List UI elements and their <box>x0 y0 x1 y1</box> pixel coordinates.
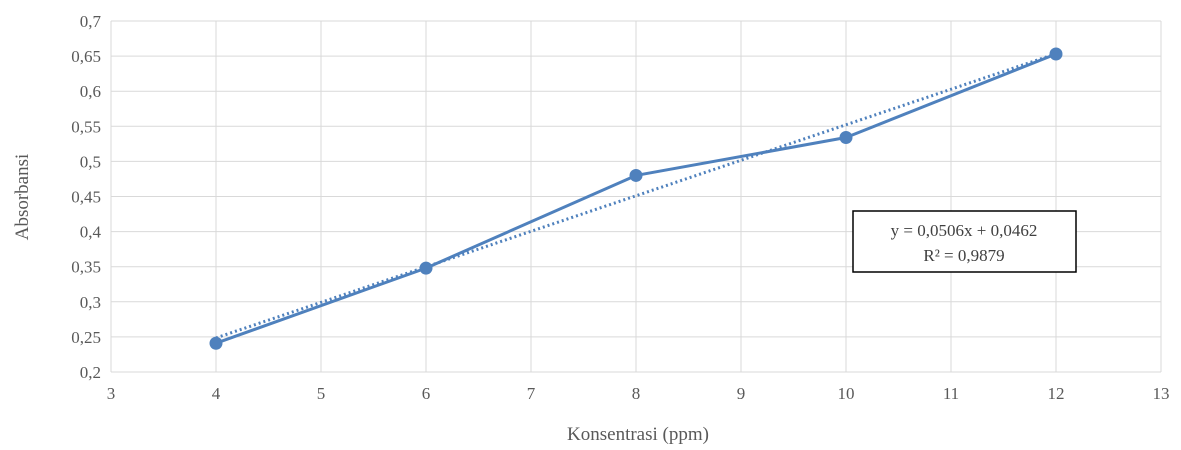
y-tick-label: 0,6 <box>80 82 101 101</box>
data-point <box>209 336 223 350</box>
data-point <box>839 131 853 145</box>
x-tick-label: 4 <box>212 384 221 403</box>
y-tick-label: 0,55 <box>71 117 101 136</box>
y-tick-label: 0,25 <box>71 328 101 347</box>
trendline-equation: y = 0,0506x + 0,0462 <box>891 221 1038 240</box>
y-tick-label: 0,3 <box>80 293 101 312</box>
series-layer <box>209 47 1063 350</box>
x-tick-label: 9 <box>737 384 746 403</box>
x-tick-label: 3 <box>107 384 116 403</box>
y-tick-label: 0,7 <box>80 12 102 31</box>
equation-box-border <box>852 210 1077 273</box>
y-axis-title: Absorbansi <box>12 154 33 241</box>
tick-labels: 0,2 0,25 0,3 0,35 0,4 0,45 0,5 0,55 0,6 0,65 0,7 3 4… <box>71 12 1169 403</box>
x-tick-label: 8 <box>632 384 641 403</box>
y-tick-label: 0,2 <box>80 363 101 382</box>
x-tick-label: 5 <box>317 384 326 403</box>
y-tick-label: 0,65 <box>71 47 101 66</box>
equation-box: y = 0,0506x + 0,0462 R² = 0,9879 <box>852 210 1077 273</box>
x-axis-title: Konsentrasi (ppm) <box>567 424 709 445</box>
y-tick-label: 0,35 <box>71 258 101 277</box>
x-tick-label: 12 <box>1048 384 1065 403</box>
y-tick-label: 0,45 <box>71 188 101 207</box>
data-point <box>419 261 433 275</box>
x-tick-label: 11 <box>943 384 959 403</box>
trendline-r-squared: R² = 0,9879 <box>923 246 1004 265</box>
y-tick-label: 0,4 <box>80 223 102 242</box>
y-tick-label: 0,5 <box>80 152 101 171</box>
grid <box>110 20 1162 373</box>
x-tick-label: 6 <box>422 384 431 403</box>
data-point <box>1049 47 1063 61</box>
x-tick-label: 13 <box>1153 384 1170 403</box>
x-tick-label: 7 <box>527 384 536 403</box>
data-point <box>629 168 643 182</box>
x-tick-label: 10 <box>838 384 855 403</box>
